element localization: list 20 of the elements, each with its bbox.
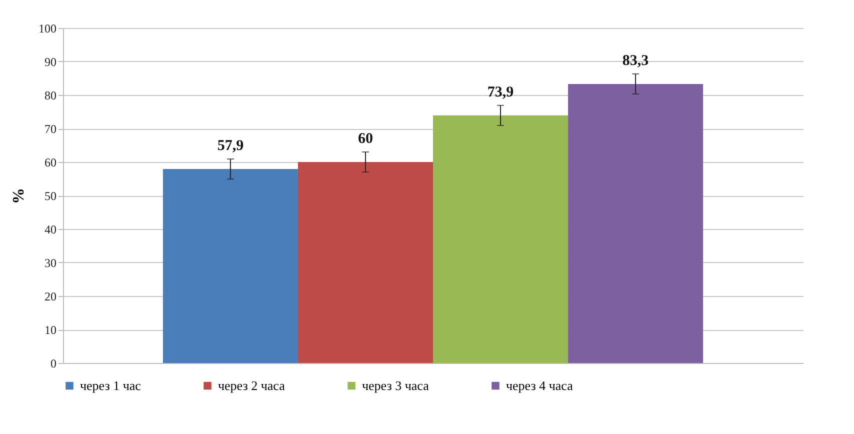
data-label: 83,3: [622, 52, 649, 69]
y-tick-label: 10: [44, 323, 56, 337]
legend-label: через 2 часа: [218, 378, 286, 393]
data-label: 73,9: [487, 84, 514, 100]
y-tick-label: 70: [44, 122, 56, 136]
y-tick-label: 0: [50, 356, 56, 370]
y-axis-title: %: [10, 188, 28, 204]
y-tick-label: 90: [44, 55, 56, 69]
y-tick-label: 40: [44, 222, 56, 236]
y-tick-label: 30: [44, 256, 56, 270]
y-tick-label: 80: [44, 88, 56, 102]
legend-label: через 4 часа: [506, 378, 574, 393]
y-tick-label: 20: [44, 290, 56, 304]
legend-label: через 1 час: [80, 378, 142, 393]
y-tick-label: 50: [44, 189, 56, 203]
y-tick-label: 60: [44, 156, 56, 170]
data-label: 57,9: [217, 138, 244, 154]
data-label: 60: [358, 130, 373, 147]
y-tick-label: 100: [38, 22, 56, 36]
legend-label: через 3 часа: [362, 378, 430, 393]
